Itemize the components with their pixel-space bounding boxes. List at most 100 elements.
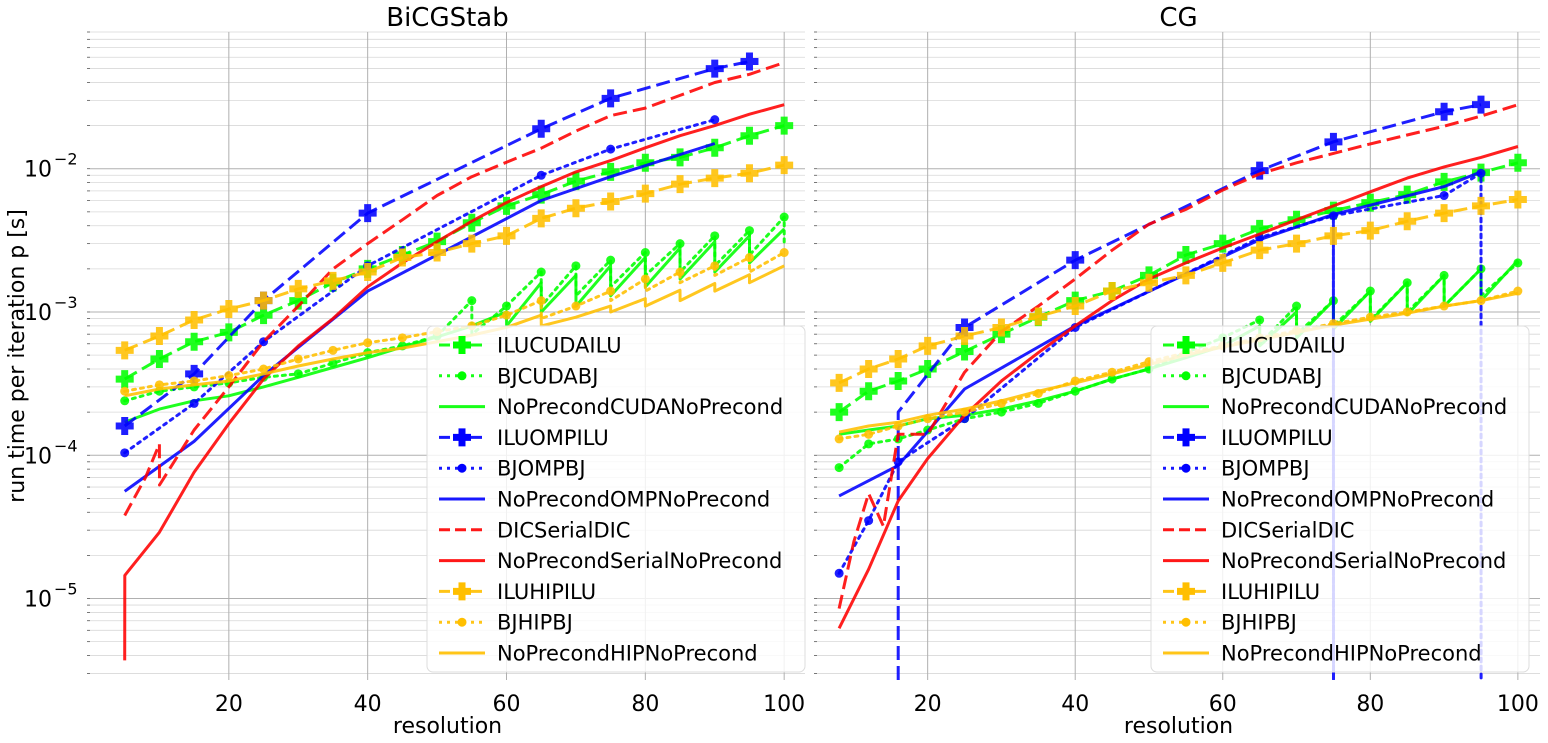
legend-label: NoPrecondOMPNoPrecond bbox=[497, 488, 770, 512]
plot-area bbox=[115, 52, 794, 661]
data-point bbox=[150, 326, 169, 345]
data-point bbox=[830, 373, 849, 392]
data-point bbox=[1287, 234, 1306, 253]
x-tick-label: 100 bbox=[763, 692, 805, 717]
data-point bbox=[536, 267, 546, 277]
legend-label: BJOMPBJ bbox=[1221, 457, 1310, 481]
data-point bbox=[1508, 190, 1527, 209]
x-tick-label: 80 bbox=[1356, 692, 1384, 717]
y-tick-base: 10 bbox=[24, 158, 52, 183]
data-point bbox=[889, 349, 908, 368]
data-point bbox=[1176, 245, 1195, 264]
legend-item: DICSerialDIC bbox=[1163, 518, 1354, 542]
data-point bbox=[1508, 153, 1527, 172]
data-point bbox=[532, 185, 551, 204]
data-point bbox=[393, 248, 412, 267]
data-point bbox=[834, 568, 844, 578]
data-point bbox=[189, 398, 199, 408]
data-point bbox=[889, 371, 908, 390]
data-point bbox=[115, 417, 134, 436]
legend-label: ILUOMPILU bbox=[1221, 426, 1333, 450]
data-point bbox=[254, 291, 273, 310]
data-point bbox=[918, 336, 937, 355]
series-noprecondserialnoprecond bbox=[837, 145, 1519, 629]
legend-label: ILUCUDAILU bbox=[1221, 334, 1346, 358]
legend-item: NoPrecondSerialNoPrecond bbox=[439, 549, 782, 573]
legend-item: NoPrecondHIPNoPrecond bbox=[1163, 642, 1482, 666]
legend-swatch-marker bbox=[1181, 463, 1191, 473]
plot-area bbox=[830, 95, 1527, 680]
legend-swatch-marker bbox=[457, 371, 467, 381]
legend-item: BJHIPBJ bbox=[1163, 611, 1297, 635]
series-iluhipilu bbox=[115, 156, 794, 360]
x-tick-label: 80 bbox=[631, 692, 659, 717]
data-point bbox=[289, 279, 308, 298]
data-point bbox=[775, 156, 794, 175]
data-point bbox=[120, 396, 130, 406]
data-point bbox=[710, 231, 720, 241]
legend-item: ILUCUDAILU bbox=[1163, 334, 1346, 358]
series-line bbox=[124, 264, 785, 398]
legend-item: BJCUDABJ bbox=[439, 364, 598, 388]
data-point bbox=[864, 439, 874, 449]
legend-item: NoPrecondHIPNoPrecond bbox=[439, 642, 758, 666]
legend-item: ILUCUDAILU bbox=[439, 334, 622, 358]
data-point bbox=[1213, 253, 1232, 272]
data-point bbox=[675, 239, 685, 249]
data-point bbox=[1250, 241, 1269, 260]
series-line bbox=[124, 163, 785, 352]
data-point bbox=[601, 192, 620, 211]
data-point bbox=[775, 116, 794, 135]
data-point bbox=[1471, 196, 1490, 215]
series-noprecondserialnoprecond bbox=[123, 103, 785, 661]
data-point bbox=[115, 370, 134, 389]
y-tick-base: 10 bbox=[24, 301, 52, 326]
legend-label: NoPrecondCUDANoPrecond bbox=[497, 395, 783, 419]
data-point bbox=[566, 172, 585, 191]
data-point bbox=[955, 326, 974, 345]
legend-item: ILUHIPILU bbox=[1163, 580, 1320, 604]
x-axis-label: resolution bbox=[1124, 714, 1233, 739]
data-point bbox=[1029, 307, 1048, 326]
series-line bbox=[123, 103, 785, 661]
legend-box bbox=[426, 325, 806, 673]
data-point bbox=[834, 463, 844, 473]
data-point bbox=[744, 226, 754, 236]
legend-label: NoPrecondCUDANoPrecond bbox=[1221, 395, 1507, 419]
data-point bbox=[1324, 132, 1343, 151]
legend-item: NoPrecondSerialNoPrecond bbox=[1163, 549, 1506, 573]
data-point bbox=[740, 126, 759, 145]
legend-swatch-marker bbox=[453, 428, 471, 447]
data-point bbox=[744, 253, 754, 263]
data-point bbox=[115, 341, 134, 360]
data-point bbox=[1139, 273, 1158, 292]
data-point bbox=[1398, 212, 1417, 231]
legend: ILUCUDAILU BJCUDABJ NoPrecondCUDANoPrecond… bbox=[426, 325, 806, 673]
series-line bbox=[123, 142, 716, 493]
data-point bbox=[502, 310, 512, 320]
data-point bbox=[1324, 226, 1343, 245]
y-tick-exponent: −2 bbox=[54, 150, 78, 169]
legend-label: ILUHIPILU bbox=[1221, 580, 1320, 604]
data-point bbox=[566, 199, 585, 218]
data-point bbox=[462, 234, 481, 253]
data-point bbox=[293, 354, 303, 364]
data-point bbox=[185, 364, 204, 383]
data-point bbox=[150, 349, 169, 368]
series-line bbox=[123, 251, 786, 393]
legend-label: ILUOMPILU bbox=[497, 426, 609, 450]
data-point bbox=[1176, 266, 1195, 285]
legend-box bbox=[1150, 325, 1530, 673]
legend-item: ILUHIPILU bbox=[439, 580, 596, 604]
series-line bbox=[838, 170, 1482, 498]
legend-item: BJHIPBJ bbox=[439, 611, 573, 635]
x-tick-label: 40 bbox=[1061, 692, 1089, 717]
data-point bbox=[740, 52, 759, 71]
data-point bbox=[120, 386, 130, 396]
data-point bbox=[1250, 219, 1269, 238]
data-point bbox=[363, 338, 373, 348]
legend-label: BJCUDABJ bbox=[497, 364, 598, 388]
data-point bbox=[185, 332, 204, 351]
data-point bbox=[224, 371, 234, 381]
